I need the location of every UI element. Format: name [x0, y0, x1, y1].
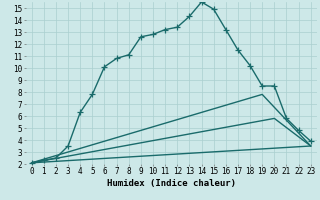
X-axis label: Humidex (Indice chaleur): Humidex (Indice chaleur)	[107, 179, 236, 188]
